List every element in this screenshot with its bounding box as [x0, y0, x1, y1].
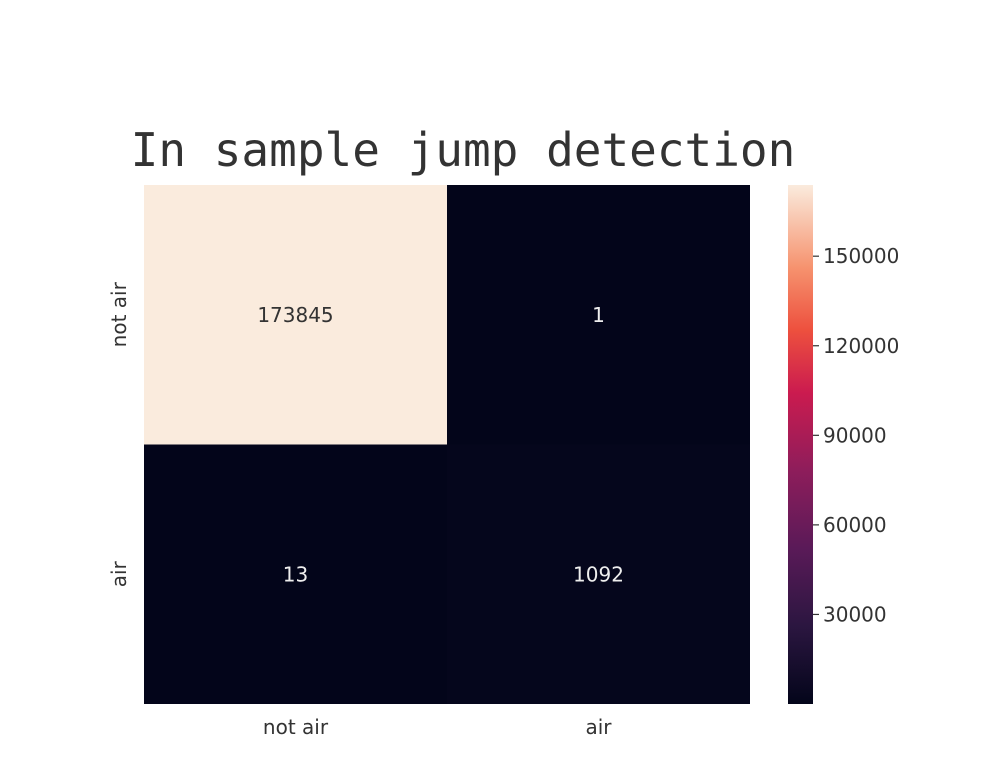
y-tick-label: not air [107, 281, 131, 347]
colorbar-ticks: 30000 60000 90000 120000 150000 [813, 244, 899, 626]
chart-title: In sample jump detection [131, 123, 796, 177]
colorbar-tick-label: 60000 [823, 513, 887, 537]
y-tick-label: air [107, 560, 131, 587]
x-axis-ticks: not air air [263, 715, 612, 739]
heatmap-cell [447, 185, 750, 445]
cell-value-label: 13 [283, 562, 308, 586]
x-tick-label: not air [263, 715, 329, 739]
colorbar-tick-label: 120000 [823, 334, 899, 358]
heatmap-cell [144, 185, 447, 445]
x-tick-label: air [585, 715, 612, 739]
cell-value-label: 1 [592, 303, 605, 327]
colorbar [788, 185, 813, 704]
heatmap-cells: 173845 1 13 1092 [144, 185, 750, 704]
colorbar-tick-label: 30000 [823, 602, 887, 626]
cell-value-label: 173845 [257, 303, 333, 327]
colorbar-tick-label: 150000 [823, 244, 899, 268]
colorbar-tick-label: 90000 [823, 423, 887, 447]
y-axis-ticks: not air air [107, 281, 131, 587]
cell-value-label: 1092 [573, 562, 624, 586]
heatmap-cell [144, 444, 447, 704]
heatmap-cell [447, 444, 750, 704]
colorbar-gradient [788, 185, 813, 704]
